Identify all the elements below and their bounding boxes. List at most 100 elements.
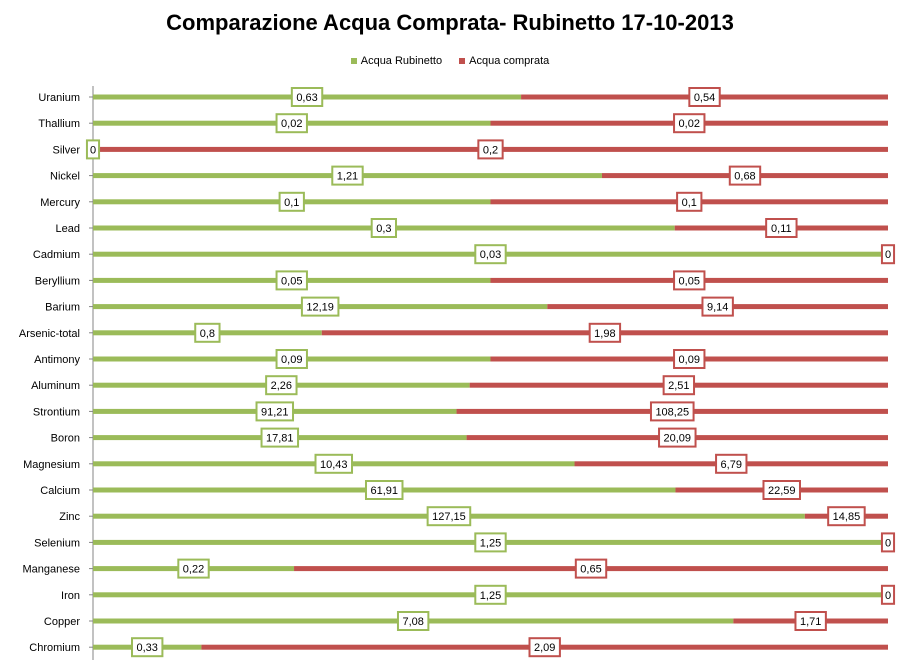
data-label-comprata-box	[649, 401, 695, 422]
data-label-comprata-box	[794, 611, 827, 631]
legend-item-bought: Acqua comprata	[459, 55, 549, 67]
data-label-rubinetto-box	[364, 480, 404, 500]
data-label-comprata: 0,54	[694, 92, 715, 104]
chart-title: Comparazione Acqua Comprata- Rubinetto 1…	[166, 10, 734, 35]
data-label-comprata-box	[673, 270, 706, 291]
data-label-rubinetto: 0,63	[296, 92, 317, 104]
data-label-rubinetto-box	[85, 139, 101, 160]
category-label: Arsenic-total	[19, 328, 80, 340]
category-label: Calcium	[40, 485, 80, 497]
data-label-rubinetto-box	[300, 296, 340, 317]
category-label: Chromium	[29, 642, 80, 654]
data-label-comprata: 6,79	[721, 459, 742, 471]
data-label-rubinetto: 7,08	[402, 616, 423, 628]
data-label-rubinetto-box	[396, 611, 430, 631]
data-label-rubinetto-box	[255, 401, 295, 422]
data-label-rubinetto-box	[265, 375, 298, 396]
data-label-comprata: 0,68	[734, 171, 755, 183]
data-label-comprata-box	[662, 375, 696, 396]
category-label: Strontium	[33, 406, 80, 418]
data-label-rubinetto-box	[275, 270, 308, 291]
data-label-comprata-box	[688, 87, 721, 107]
data-label-comprata: 108,25	[655, 406, 689, 418]
data-label-rubinetto-box	[474, 532, 507, 553]
category-label: Nickel	[50, 171, 80, 183]
data-label-rubinetto: 0,09	[281, 354, 302, 366]
data-label-rubinetto-box	[194, 322, 221, 343]
data-label-rubinetto-box	[474, 584, 507, 605]
data-label-comprata-box	[762, 480, 801, 500]
data-label-rubinetto: 12,19	[306, 302, 334, 314]
data-label-comprata-box	[701, 296, 734, 317]
legend-swatch-bought	[459, 58, 466, 64]
data-label-comprata-box	[658, 427, 697, 448]
data-label-comprata: 2,51	[668, 380, 689, 392]
data-label-rubinetto: 91,21	[261, 406, 289, 418]
category-label: Barium	[45, 302, 80, 314]
data-label-rubinetto: 1,25	[480, 590, 501, 602]
category-label: Iron	[61, 590, 80, 602]
data-label-comprata: 0	[885, 249, 891, 261]
data-label-comprata: 0,09	[679, 354, 700, 366]
category-label: Copper	[44, 616, 80, 628]
category-label: Beryllium	[35, 275, 80, 287]
data-label-rubinetto-box	[290, 87, 324, 107]
data-label-rubinetto: 0,3	[376, 223, 391, 235]
category-label: Antimony	[34, 354, 80, 366]
data-label-rubinetto-box	[275, 349, 308, 369]
data-label-rubinetto: 0,1	[284, 197, 299, 209]
data-label-comprata-box	[588, 322, 622, 343]
data-label-rubinetto: 0,02	[281, 118, 302, 130]
category-label: Boron	[51, 433, 80, 445]
data-label-rubinetto: 0,03	[480, 249, 501, 261]
category-label: Silver	[52, 144, 80, 156]
data-label-comprata: 20,09	[664, 433, 692, 445]
data-label-comprata: 0	[885, 590, 891, 602]
data-label-comprata-box	[765, 218, 798, 238]
data-label-comprata-box	[673, 349, 706, 369]
data-label-comprata: 0,1	[682, 197, 697, 209]
category-label: Selenium	[34, 537, 80, 549]
data-label-rubinetto-box	[474, 244, 507, 265]
data-label-rubinetto: 0,05	[281, 275, 302, 287]
data-label-rubinetto: 10,43	[320, 459, 348, 471]
data-label-rubinetto: 0,33	[136, 642, 157, 654]
category-label: Magnesium	[23, 459, 80, 471]
data-label-comprata: 0	[885, 537, 891, 549]
data-label-comprata-box	[673, 113, 706, 134]
data-label-comprata: 9,14	[707, 302, 728, 314]
data-label-comprata: 0,11	[771, 223, 792, 235]
data-label-comprata-box	[880, 532, 896, 553]
data-label-comprata: 1,98	[594, 328, 615, 340]
data-label-comprata-box	[880, 244, 896, 265]
data-label-comprata: 0,05	[679, 275, 700, 287]
category-label: Aluminum	[31, 380, 80, 392]
category-label: Cadmium	[33, 249, 80, 261]
legend-item-tap: Acqua Rubinetto	[350, 55, 443, 67]
category-label: Manganese	[23, 564, 81, 576]
data-label-rubinetto: 0,8	[200, 328, 215, 340]
category-label: Lead	[56, 223, 80, 235]
data-label-comprata-box	[880, 584, 896, 605]
data-label-comprata: 1,71	[800, 616, 821, 628]
data-label-rubinetto-box	[278, 191, 305, 212]
data-label-rubinetto: 0	[90, 144, 96, 156]
data-label-rubinetto: 61,91	[370, 485, 398, 497]
data-label-rubinetto-box	[260, 427, 300, 448]
data-label-rubinetto: 2,26	[271, 380, 292, 392]
data-label-comprata-box	[528, 637, 561, 658]
data-label-rubinetto-box	[131, 637, 164, 658]
legend-label-tap: Acqua Rubinetto	[360, 55, 443, 67]
category-label: Zinc	[59, 511, 80, 523]
data-label-rubinetto-box	[314, 453, 354, 474]
category-label: Uranium	[38, 92, 80, 104]
category-label: Mercury	[40, 197, 80, 209]
category-label: Thallium	[38, 118, 80, 130]
data-label-comprata-box	[715, 453, 748, 474]
legend-label-bought: Acqua comprata	[469, 55, 550, 67]
data-label-comprata: 0,2	[483, 144, 498, 156]
data-label-rubinetto: 17,81	[266, 433, 294, 445]
data-label-rubinetto: 0,22	[183, 564, 204, 576]
legend-swatch-tap	[350, 58, 357, 64]
data-label-rubinetto-box	[275, 113, 308, 134]
